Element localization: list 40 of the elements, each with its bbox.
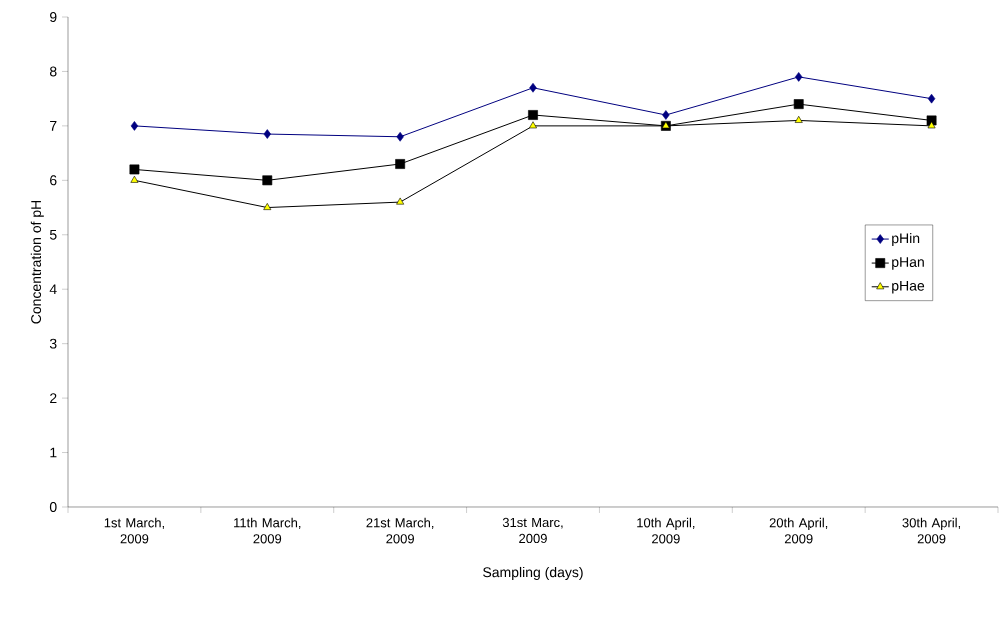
y-tick-label: 2 xyxy=(50,393,57,403)
point xyxy=(130,121,139,131)
y-tick-label: 0 xyxy=(49,502,57,512)
point xyxy=(793,99,804,110)
legend-label: pHan xyxy=(892,257,924,270)
x-axis-title: Sampling (days) xyxy=(483,566,583,580)
x-tick-label: 31st Marc, 2009 xyxy=(502,517,563,544)
point xyxy=(529,121,537,129)
y-tick-label: 9 xyxy=(50,12,57,22)
y-tick-label: 8 xyxy=(49,66,57,77)
point xyxy=(927,93,936,104)
y-tick-label: 1 xyxy=(50,447,57,458)
y-tick-label: 6 xyxy=(50,175,57,186)
point xyxy=(795,72,803,82)
point xyxy=(130,175,139,183)
y-tick-label: 3 xyxy=(49,338,57,349)
point xyxy=(129,164,140,175)
y-tick-label: 7 xyxy=(50,121,57,131)
point xyxy=(263,129,271,139)
point xyxy=(395,159,406,169)
x-tick-label: 21st March, 2009 xyxy=(366,517,434,544)
point xyxy=(396,131,404,142)
point xyxy=(529,82,537,93)
x-tick-label: 20th April, 2009 xyxy=(769,517,828,544)
point xyxy=(263,203,272,210)
point xyxy=(396,197,405,205)
point xyxy=(927,121,936,129)
point xyxy=(262,175,273,186)
point xyxy=(662,110,670,120)
legend-label: pHin xyxy=(892,232,920,246)
x-tick-label: 11th March, 2009 xyxy=(234,517,301,544)
legend-label: pHae xyxy=(892,280,925,294)
x-tick-label: 30th April, 2009 xyxy=(902,517,961,544)
point xyxy=(794,115,803,123)
y-tick-label: 4 xyxy=(49,284,57,295)
y-axis-title: Concentration of pH xyxy=(30,200,44,324)
y-tick-label: 5 xyxy=(49,229,57,240)
x-tick-label: 1st March, 2009 xyxy=(104,517,164,544)
x-tick-label: 10th April, 2009 xyxy=(637,517,695,544)
point xyxy=(528,110,538,120)
